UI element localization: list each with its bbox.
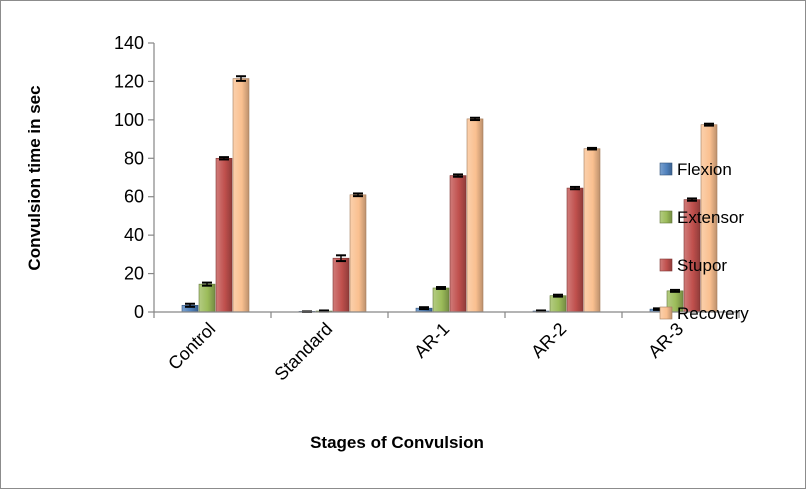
legend: Flexion Extensor Stupor Recovery xyxy=(659,160,749,323)
y-axis-title: Convulsion time in sec xyxy=(25,85,44,270)
bar-stupor-standard xyxy=(332,257,350,313)
bar-stupor-ar-2 xyxy=(566,187,584,313)
error-bar-recovery-standard xyxy=(353,192,363,198)
error-bar-recovery-ar-2 xyxy=(587,146,597,151)
error-bar-flexion-control xyxy=(185,302,195,308)
bar-stupor-control xyxy=(215,157,233,313)
y-tick-label: 140 xyxy=(114,33,144,53)
legend-item-extensor: Extensor xyxy=(659,208,744,227)
error-bar-flexion-ar-1 xyxy=(419,306,429,311)
x-axis-title: Stages of Convulsion xyxy=(310,433,484,452)
x-tick-label: Standard xyxy=(271,319,337,385)
x-tick-label: Control xyxy=(164,319,219,374)
error-bar-recovery-control xyxy=(236,75,246,82)
error-bar-extensor-ar-1 xyxy=(436,286,446,290)
error-bar-extensor-control xyxy=(202,281,212,287)
error-bar-stupor-standard xyxy=(336,254,346,263)
x-tick-label: AR-3 xyxy=(644,319,687,362)
error-bar-stupor-ar-1 xyxy=(453,173,463,178)
y-tick-label: 100 xyxy=(114,110,144,130)
legend-swatch-recovery xyxy=(659,306,673,320)
bar-extensor-control xyxy=(198,283,216,313)
error-bar-stupor-control xyxy=(219,156,229,161)
legend-label-recovery: Recovery xyxy=(677,304,749,323)
bar-recovery-ar-2 xyxy=(583,148,601,313)
legend-label-stupor: Stupor xyxy=(677,256,727,275)
y-tick-label: 20 xyxy=(124,264,144,284)
bar-recovery-ar-1 xyxy=(466,118,484,313)
y-tick-label: 60 xyxy=(124,187,144,207)
error-bar-extensor-ar-2 xyxy=(553,293,563,298)
bar-stupor-ar-1 xyxy=(449,175,467,313)
bar-extensor-ar-2 xyxy=(549,295,567,313)
error-bar-stupor-ar-3 xyxy=(687,197,697,202)
error-bar-recovery-ar-3 xyxy=(704,122,714,127)
y-tick-label: 120 xyxy=(114,71,144,91)
axes: 0 20 40 60 80 100 120 140 Control Standard AR-1 AR-… xyxy=(114,33,740,385)
legend-item-recovery: Recovery xyxy=(659,304,749,323)
bar-extensor-ar-1 xyxy=(432,287,450,313)
bar-recovery-control xyxy=(232,78,250,313)
error-bar-stupor-ar-2 xyxy=(570,185,580,191)
bar-recovery-standard xyxy=(349,194,367,313)
legend-swatch-stupor xyxy=(659,258,673,272)
x-tick-label: AR-1 xyxy=(410,319,453,362)
legend-label-flexion: Flexion xyxy=(677,160,732,179)
x-tick-label: AR-2 xyxy=(527,319,570,362)
legend-item-stupor: Stupor xyxy=(659,256,727,275)
plot-area xyxy=(181,75,718,313)
y-tick-label: 0 xyxy=(134,302,144,322)
error-bar-extensor-ar-3 xyxy=(670,288,680,293)
legend-swatch-extensor xyxy=(659,210,673,224)
legend-item-flexion: Flexion xyxy=(659,160,732,179)
legend-label-extensor: Extensor xyxy=(677,208,744,227)
y-tick-label: 80 xyxy=(124,148,144,168)
error-bar-recovery-ar-1 xyxy=(470,116,480,122)
y-tick-label: 40 xyxy=(124,225,144,245)
legend-swatch-flexion xyxy=(659,162,673,176)
